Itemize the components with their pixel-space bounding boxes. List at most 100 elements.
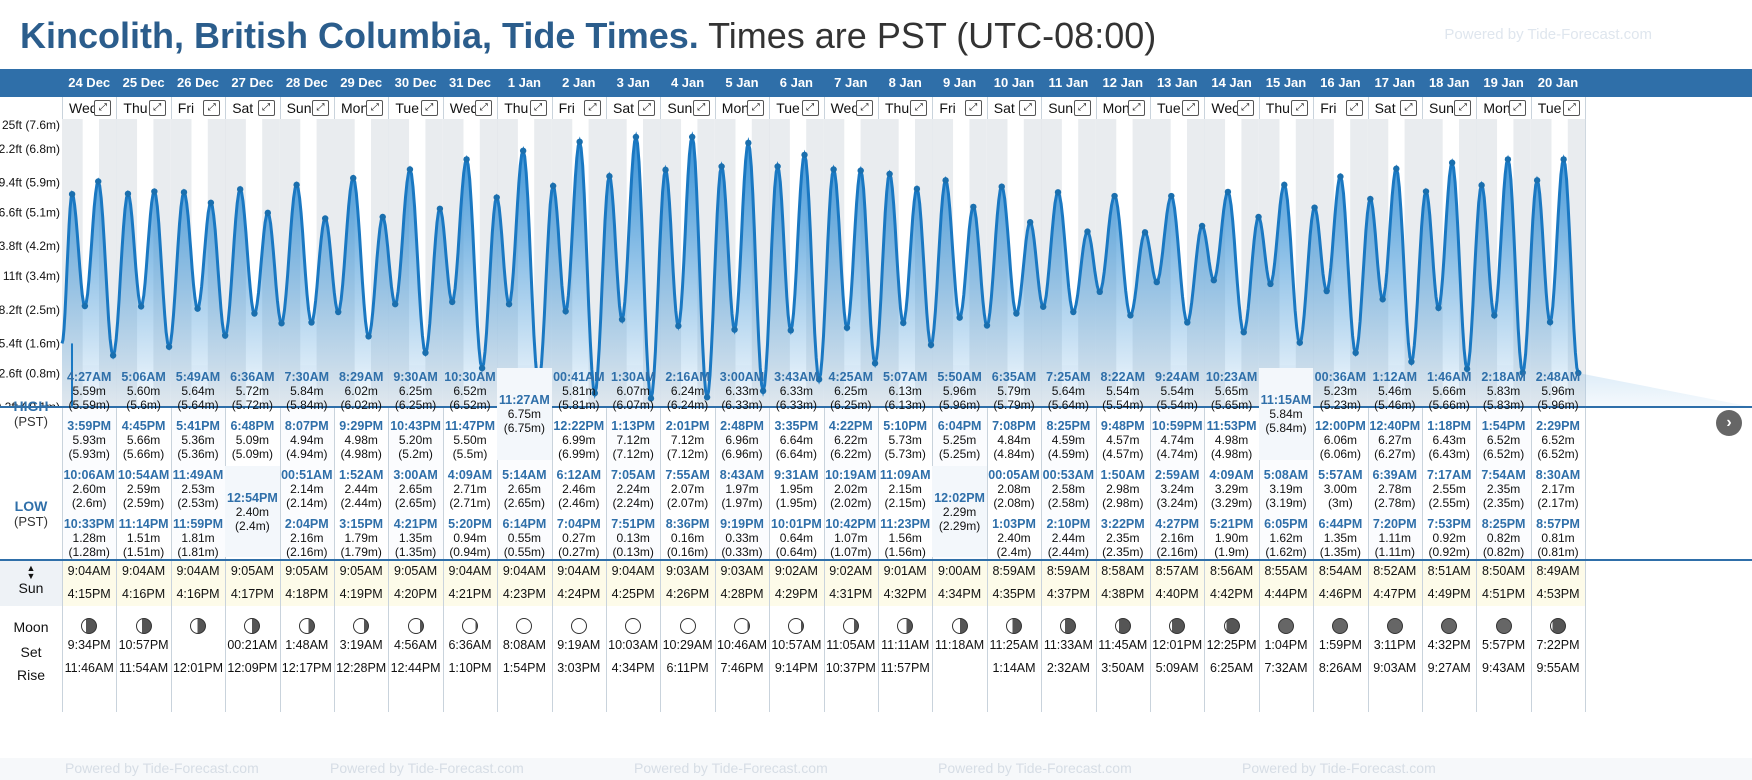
expand-icon[interactable]: ⤢ xyxy=(148,100,166,116)
low-tide-point[interactable] xyxy=(1491,312,1498,319)
low-tide-point[interactable] xyxy=(392,300,399,308)
expand-icon[interactable]: ⤢ xyxy=(855,100,873,116)
expand-icon[interactable]: ⤢ xyxy=(1291,100,1309,116)
expand-icon[interactable]: ⤢ xyxy=(257,100,275,116)
high-tide-point[interactable] xyxy=(1141,229,1149,236)
high-tide-point[interactable] xyxy=(801,151,808,159)
low-tide-point[interactable] xyxy=(956,314,963,321)
low-tide-point[interactable] xyxy=(591,389,599,397)
low-tide-point[interactable] xyxy=(1323,287,1330,295)
low-tide-point[interactable] xyxy=(81,302,89,310)
high-tide-point[interactable] xyxy=(95,178,102,185)
low-tide-point[interactable] xyxy=(449,298,456,306)
low-tide-point[interactable] xyxy=(1127,312,1134,319)
low-tide-point[interactable] xyxy=(983,322,991,329)
high-tide-point[interactable] xyxy=(688,133,696,141)
high-tide-point[interactable] xyxy=(1224,188,1232,196)
low-tide-point[interactable] xyxy=(703,394,711,401)
expand-icon[interactable]: ⤢ xyxy=(1236,100,1254,116)
low-tide-point[interactable] xyxy=(1352,349,1359,356)
high-tide-point[interactable] xyxy=(207,199,215,206)
low-tide-point[interactable] xyxy=(900,319,907,327)
high-tide-point[interactable] xyxy=(576,138,583,146)
high-tide-point[interactable] xyxy=(350,174,357,182)
low-tide-point[interactable] xyxy=(927,341,935,349)
low-tide-point[interactable] xyxy=(308,319,315,326)
high-tide-point[interactable] xyxy=(236,186,244,193)
low-tide-point[interactable] xyxy=(251,310,258,317)
low-tide-point[interactable] xyxy=(1435,304,1442,312)
high-tide-point[interactable] xyxy=(1560,156,1567,163)
low-tide-point[interactable] xyxy=(1519,369,1526,376)
low-tide-point[interactable] xyxy=(1575,369,1582,377)
low-tide-point[interactable] xyxy=(843,324,851,331)
expand-icon[interactable]: ⤢ xyxy=(801,100,819,116)
low-tide-point[interactable] xyxy=(278,320,285,327)
expand-icon[interactable]: ⤢ xyxy=(1345,100,1363,116)
low-tide-point[interactable] xyxy=(1210,277,1218,284)
expand-icon[interactable]: ⤢ xyxy=(910,100,928,116)
high-tide-point[interactable] xyxy=(549,182,557,190)
high-tide-point[interactable] xyxy=(379,213,386,221)
high-tide-point[interactable] xyxy=(180,189,188,196)
expand-icon[interactable]: ⤢ xyxy=(529,100,547,116)
high-tide-point[interactable] xyxy=(1448,159,1456,166)
expand-icon[interactable]: ⤢ xyxy=(1073,100,1091,116)
high-tide-point[interactable] xyxy=(632,133,640,141)
low-tide-point[interactable] xyxy=(1153,278,1160,286)
low-tide-point[interactable] xyxy=(137,303,145,310)
high-tide-point[interactable] xyxy=(1111,192,1118,200)
high-tide-point[interactable] xyxy=(151,188,158,195)
high-tide-point[interactable] xyxy=(1504,156,1512,163)
expand-icon[interactable]: ⤢ xyxy=(420,100,438,116)
low-tide-point[interactable] xyxy=(335,308,342,316)
high-tide-point[interactable] xyxy=(745,139,752,147)
high-tide-point[interactable] xyxy=(1198,222,1206,230)
high-tide-point[interactable] xyxy=(1168,192,1175,200)
expand-icon[interactable]: ⤢ xyxy=(1127,100,1145,116)
low-tide-point[interactable] xyxy=(1379,296,1386,303)
high-tide-point[interactable] xyxy=(998,183,1005,190)
expand-icon[interactable]: ⤢ xyxy=(1399,100,1417,116)
low-tide-point[interactable] xyxy=(787,327,794,334)
low-tide-point[interactable] xyxy=(1013,310,1020,317)
expand-icon[interactable]: ⤢ xyxy=(583,100,601,116)
low-tide-point[interactable] xyxy=(422,349,429,356)
high-tide-point[interactable] xyxy=(493,194,500,201)
low-tide-point[interactable] xyxy=(165,343,173,350)
high-tide-point[interactable] xyxy=(1478,182,1485,189)
high-tide-point[interactable] xyxy=(1026,219,1034,226)
low-tide-point[interactable] xyxy=(194,305,201,312)
expand-icon[interactable]: ⤢ xyxy=(1182,100,1200,116)
high-tide-point[interactable] xyxy=(519,147,527,154)
high-tide-point[interactable] xyxy=(718,163,725,170)
high-tide-point[interactable] xyxy=(406,166,414,173)
low-tide-point[interactable] xyxy=(731,326,738,333)
expand-icon[interactable]: ⤢ xyxy=(1508,100,1526,116)
high-tide-point[interactable] xyxy=(436,205,444,212)
high-tide-point[interactable] xyxy=(321,215,329,222)
high-tide-point[interactable] xyxy=(774,163,781,170)
low-tide-point[interactable] xyxy=(1463,365,1471,373)
high-tide-point[interactable] xyxy=(1054,189,1062,196)
low-tide-point[interactable] xyxy=(109,352,117,359)
low-tide-point[interactable] xyxy=(1184,319,1191,326)
low-tide-point[interactable] xyxy=(618,316,626,323)
high-tide-point[interactable] xyxy=(1255,213,1262,221)
next-arrow-button[interactable]: › xyxy=(1716,410,1742,436)
high-tide-point[interactable] xyxy=(264,209,272,217)
expand-icon[interactable]: ⤢ xyxy=(1454,100,1472,116)
low-tide-point[interactable] xyxy=(562,308,569,315)
high-tide-point[interactable] xyxy=(1367,195,1374,203)
high-tide-point[interactable] xyxy=(857,167,864,174)
low-tide-point[interactable] xyxy=(1240,328,1247,336)
high-tide-point[interactable] xyxy=(1393,165,1400,172)
high-tide-point[interactable] xyxy=(1422,188,1430,195)
high-tide-point[interactable] xyxy=(1337,173,1344,180)
low-tide-point[interactable] xyxy=(1070,308,1077,316)
low-tide-point[interactable] xyxy=(759,387,767,395)
expand-icon[interactable]: ⤢ xyxy=(1019,100,1037,116)
high-tide-point[interactable] xyxy=(606,173,613,180)
expand-icon[interactable]: ⤢ xyxy=(366,100,384,116)
high-tide-point[interactable] xyxy=(68,190,76,198)
